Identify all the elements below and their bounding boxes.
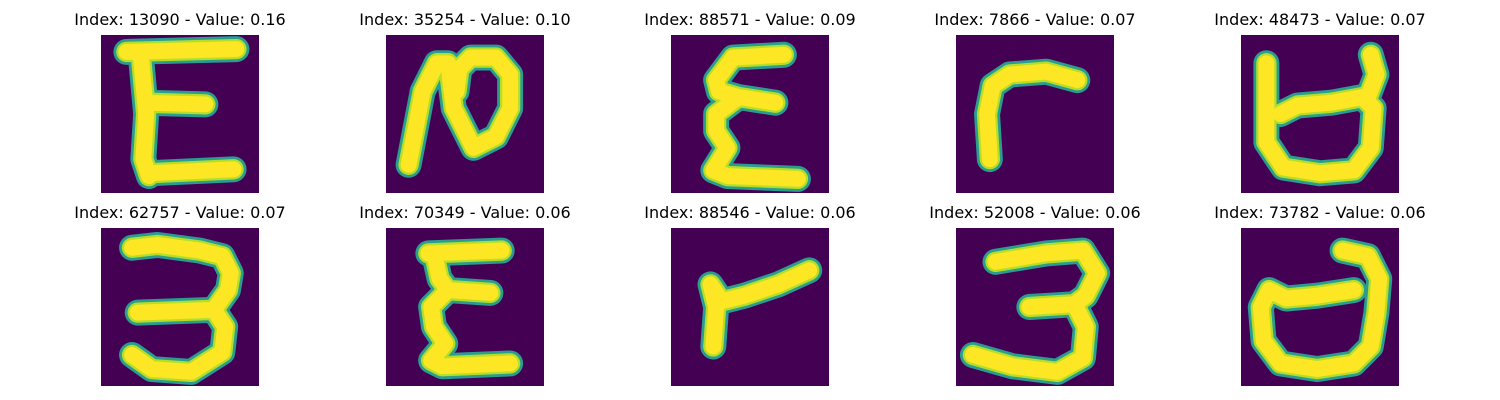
panel-title: Index: 88571 - Value: 0.09 xyxy=(644,10,856,29)
panel-title: Index: 62757 - Value: 0.07 xyxy=(74,203,286,222)
glyph-stroke-core xyxy=(1258,46,1385,182)
glyph-image xyxy=(101,228,259,386)
panel-5: Index: 48473 - Value: 0.07 xyxy=(1175,9,1465,199)
panel-10: Index: 73782 - Value: 0.06 xyxy=(1175,202,1465,392)
glyph-stroke-core xyxy=(705,46,806,187)
panel-title: Index: 13090 - Value: 0.16 xyxy=(74,10,286,29)
panel-3: Index: 88571 - Value: 0.09 xyxy=(605,9,895,199)
glyph-image xyxy=(101,35,259,193)
glyph-image xyxy=(1241,228,1399,386)
panel-6: Index: 62757 - Value: 0.07 xyxy=(35,202,325,392)
glyph-stroke-core xyxy=(702,262,818,355)
glyph-svg xyxy=(415,237,524,380)
glyph-svg xyxy=(974,58,1091,173)
glyph-stroke-core xyxy=(420,242,519,375)
glyph-image xyxy=(671,228,829,386)
glyph-image xyxy=(386,228,544,386)
panel-title: Index: 52008 - Value: 0.06 xyxy=(929,203,1141,222)
panel-title: Index: 48473 - Value: 0.07 xyxy=(1214,10,1426,29)
glyph-image xyxy=(956,35,1114,193)
glyph-image xyxy=(386,35,544,193)
panel-title: Index: 73782 - Value: 0.06 xyxy=(1214,203,1426,222)
glyph-svg xyxy=(113,36,250,190)
glyph-image xyxy=(1241,35,1399,193)
panel-4: Index: 7866 - Value: 0.07 xyxy=(890,9,1180,199)
panel-8: Index: 88546 - Value: 0.06 xyxy=(605,202,895,392)
panel-7: Index: 70349 - Value: 0.06 xyxy=(320,202,610,392)
panel-title: Index: 70349 - Value: 0.06 xyxy=(359,203,571,222)
glyph-stroke-core xyxy=(124,237,239,380)
glyph-stroke-core xyxy=(965,242,1105,380)
panel-2: Index: 35254 - Value: 0.10 xyxy=(320,9,610,199)
glyph-svg xyxy=(700,41,811,192)
glyph-stroke-core xyxy=(1252,242,1388,377)
glyph-image xyxy=(956,228,1114,386)
glyph-svg xyxy=(395,44,524,178)
glyph-svg xyxy=(1253,41,1390,187)
panel-1: Index: 13090 - Value: 0.16 xyxy=(35,9,325,199)
glyph-svg xyxy=(119,231,244,385)
panel-title: Index: 7866 - Value: 0.07 xyxy=(934,10,1136,29)
panel-title: Index: 35254 - Value: 0.10 xyxy=(359,10,571,29)
glyph-svg xyxy=(1247,237,1393,383)
glyph-image xyxy=(671,35,829,193)
glyph-stroke-core xyxy=(979,63,1086,168)
glyph-svg xyxy=(959,237,1111,385)
glyph-stroke-core xyxy=(118,41,245,184)
glyph-svg xyxy=(697,257,823,360)
panel-9: Index: 52008 - Value: 0.06 xyxy=(890,202,1180,392)
glyph-stroke-core xyxy=(400,49,519,173)
panel-title: Index: 88546 - Value: 0.06 xyxy=(644,203,856,222)
